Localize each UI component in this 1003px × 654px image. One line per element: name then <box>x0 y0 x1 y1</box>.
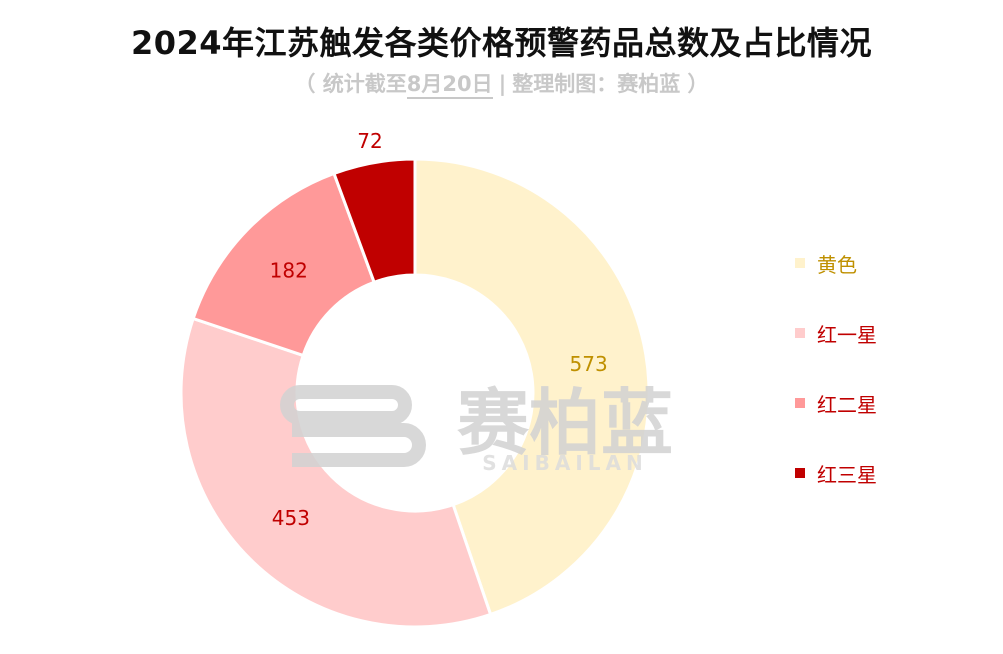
legend-label: 黄色 <box>817 252 857 277</box>
legend-swatch <box>795 328 805 338</box>
donut-slices <box>179 157 651 629</box>
subtitle-open: （ 统计截至 <box>294 72 407 96</box>
legend-swatch <box>795 468 805 478</box>
data-label-3: 182 <box>270 258 308 282</box>
legend-label: 红三星 <box>817 462 877 487</box>
donut-slice-4 <box>332 157 417 285</box>
data-label-4: 72 <box>357 129 382 153</box>
page-subtitle: （ 统计截至8月20日 | 整理制图：赛柏蓝 ） <box>0 68 1003 99</box>
legend-label: 红二星 <box>817 392 877 417</box>
donut-slice-1 <box>413 157 651 617</box>
legend-item-3: 红二星 <box>795 388 877 418</box>
subtitle-source: 整理制图：赛柏蓝 ） <box>512 72 709 96</box>
watermark-logo-text: 赛柏蓝 <box>457 381 673 465</box>
legend-item-2: 红一星 <box>795 318 877 348</box>
subtitle-date: 8月20日 <box>406 72 493 99</box>
legend-item-4: 红三星 <box>795 458 877 488</box>
page-title: 2024年江苏触发各类价格预警药品总数及占比情况 <box>130 24 873 62</box>
watermark-logo-icon <box>280 385 426 467</box>
legend-swatch <box>795 398 805 408</box>
legend-label: 红一星 <box>817 322 877 347</box>
legend-item-1: 黄色 <box>795 248 857 278</box>
legend-swatch <box>795 258 805 268</box>
data-label-1: 573 <box>570 352 608 376</box>
donut-slice-2 <box>179 316 493 629</box>
watermark-logo: 赛柏蓝 SAIBAILAN <box>280 381 673 475</box>
donut-slice-3 <box>191 171 377 358</box>
watermark-logo-sub: SAIBAILAN <box>482 451 647 475</box>
subtitle-separator: | <box>498 72 507 96</box>
data-label-2: 453 <box>272 506 310 530</box>
data-labels: 573 453 182 72 <box>270 129 608 530</box>
